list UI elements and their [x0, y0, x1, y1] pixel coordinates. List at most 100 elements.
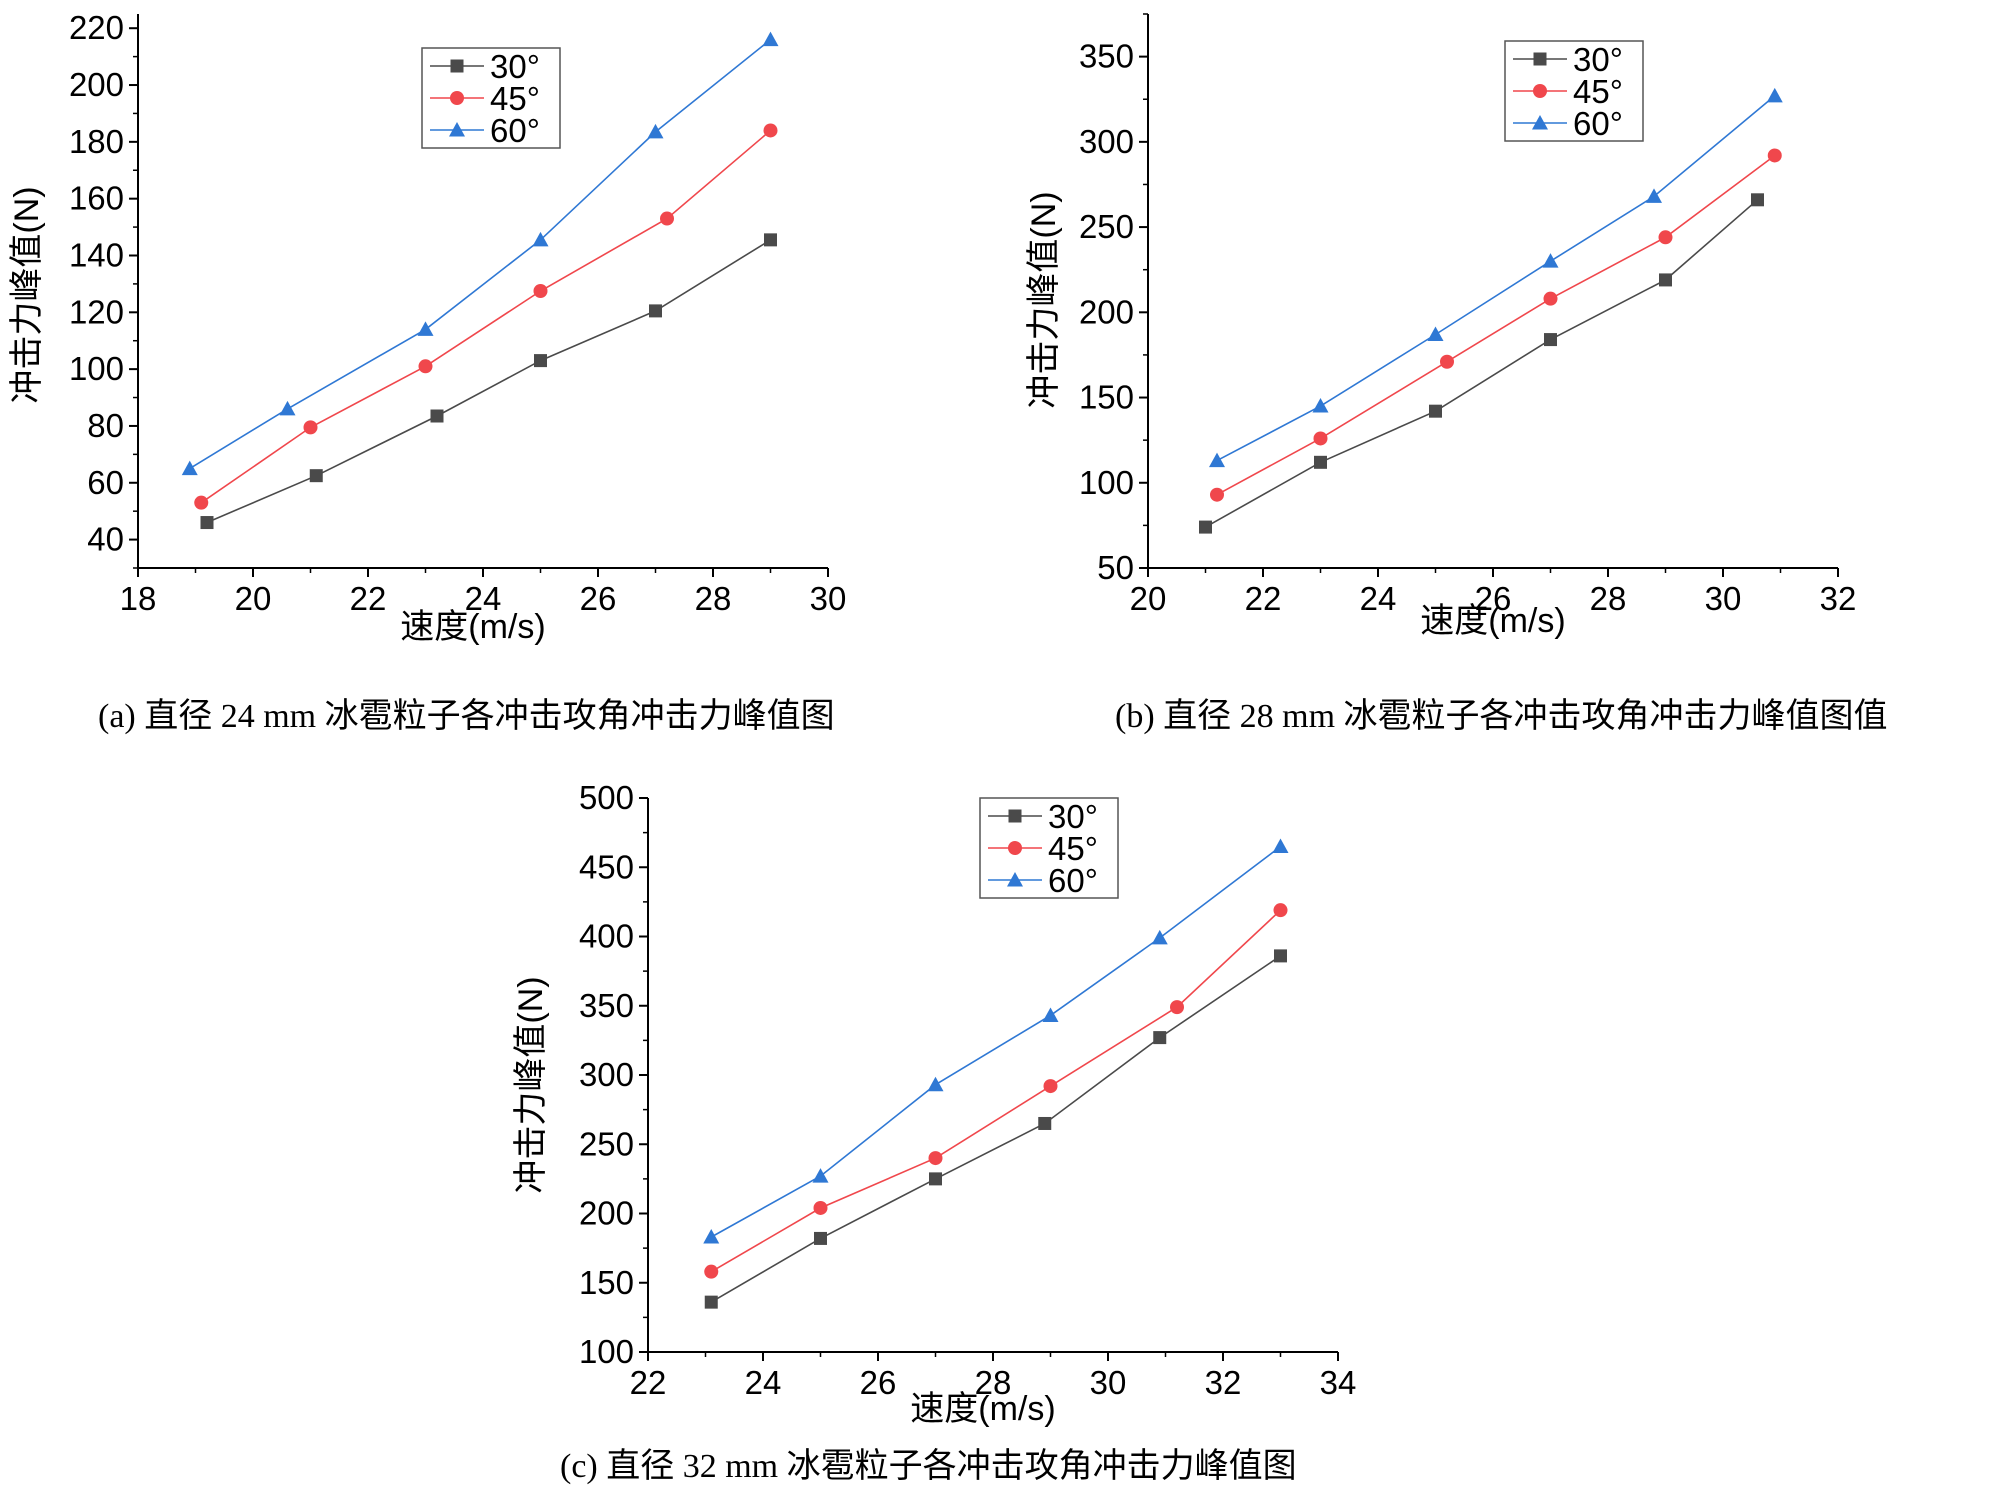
data-point — [1751, 193, 1764, 207]
y-tick-label: 50 — [1097, 549, 1134, 586]
legend-label: 30° — [1048, 798, 1098, 835]
x-tick-label: 30 — [1705, 580, 1742, 617]
x-tick-label: 22 — [630, 1364, 667, 1401]
data-point — [1313, 431, 1328, 446]
legend-marker — [450, 91, 464, 105]
y-tick-label: 160 — [69, 180, 124, 217]
legend-label: 45° — [1573, 73, 1623, 110]
y-tick-label: 250 — [1079, 208, 1134, 245]
y-axis-title: 冲击力峰值(N) — [512, 976, 550, 1193]
y-tick-label: 200 — [1079, 293, 1134, 330]
y-tick-label: 300 — [579, 1056, 634, 1093]
y-tick-label: 350 — [1079, 38, 1134, 75]
y-tick-label: 500 — [579, 779, 634, 816]
legend-label: 60° — [490, 112, 540, 149]
legend-label: 30° — [1573, 41, 1623, 78]
legend-marker — [1533, 52, 1547, 66]
data-point — [1272, 838, 1289, 853]
caption-a: (a) 直径 24 mm 冰雹粒子各冲击攻角冲击力峰值图 — [98, 697, 835, 735]
data-point — [814, 1231, 827, 1245]
series-line — [710, 845, 1281, 1238]
series-line — [1205, 199, 1759, 528]
legend-marker — [1532, 115, 1548, 130]
y-tick-label: 150 — [1079, 379, 1134, 416]
data-point — [1043, 1079, 1058, 1094]
x-axis-title: 速度(m/s) — [1420, 602, 1565, 640]
series-line — [1216, 154, 1776, 496]
y-tick-label: 100 — [69, 350, 124, 387]
data-point — [1274, 949, 1287, 963]
data-point — [1151, 929, 1168, 945]
legend-marker — [1008, 809, 1022, 823]
y-tick-label: 180 — [69, 123, 124, 160]
x-axis-title: 速度(m/s) — [400, 608, 545, 646]
x-tick-label: 26 — [1475, 580, 1512, 617]
data-point — [764, 233, 777, 247]
data-point — [929, 1172, 942, 1186]
y-tick-label: 100 — [1079, 464, 1134, 501]
data-point — [1199, 520, 1212, 534]
data-point — [1766, 87, 1783, 103]
x-tick-label: 30 — [1090, 1364, 1127, 1401]
x-tick-label: 18 — [120, 580, 157, 617]
legend-label: 60° — [1573, 105, 1623, 142]
x-tick-label: 28 — [695, 580, 732, 617]
data-point — [1170, 1000, 1184, 1015]
y-tick-label: 100 — [579, 1333, 634, 1370]
y-tick-label: 120 — [69, 293, 124, 330]
legend-label: 30° — [490, 48, 540, 85]
y-tick-label: 80 — [87, 407, 124, 444]
data-point — [200, 516, 214, 530]
data-point — [194, 495, 209, 510]
data-point — [1427, 326, 1444, 341]
data-point — [762, 31, 779, 47]
data-point — [430, 409, 444, 423]
chart-panel-b: 50 100 150 200 250 300 350 20 22 24 26 28 30 32 速度(m/s… — [1025, 13, 1857, 640]
legend-marker — [1008, 841, 1022, 855]
data-point — [1646, 188, 1662, 203]
series-line — [710, 909, 1282, 1273]
legend-label: 60° — [1048, 862, 1098, 899]
data-point — [1210, 487, 1224, 502]
y-tick-label: 40 — [87, 521, 124, 558]
x-tick-label: 22 — [350, 580, 387, 617]
caption-b: (b) 直径 28 mm 冰雹粒子各冲击攻角冲击力峰值图值 — [1115, 697, 1888, 735]
data-point — [303, 420, 318, 435]
y-tick-label: 300 — [1079, 123, 1134, 160]
data-point — [1273, 903, 1288, 918]
x-tick-label: 32 — [1820, 580, 1857, 617]
data-point — [279, 400, 296, 416]
x-axis-title: 速度(m/s) — [910, 1390, 1055, 1428]
data-point — [1543, 291, 1558, 306]
data-point — [1659, 273, 1672, 287]
x-tick-label: 24 — [1360, 580, 1397, 617]
x-tick-label: 20 — [1130, 580, 1167, 617]
data-point — [813, 1200, 828, 1215]
y-tick-label: 450 — [579, 848, 634, 885]
data-point — [660, 211, 674, 226]
data-point — [1153, 1031, 1167, 1045]
series-line — [710, 955, 1281, 1303]
data-point — [1767, 148, 1782, 163]
legend-label: 45° — [1048, 830, 1098, 867]
data-point — [417, 321, 434, 336]
series-line — [200, 129, 772, 504]
y-tick-label: 250 — [579, 1125, 634, 1162]
data-point — [703, 1229, 720, 1244]
data-point — [1042, 1007, 1059, 1022]
data-point — [927, 1076, 944, 1092]
data-point — [309, 469, 323, 483]
data-point — [763, 123, 778, 138]
data-point — [1429, 404, 1442, 418]
x-tick-label: 28 — [975, 1364, 1012, 1401]
series-line — [1216, 95, 1776, 462]
legend-label: 45° — [490, 80, 540, 117]
series-line — [189, 38, 772, 470]
x-tick-label: 22 — [1245, 580, 1282, 617]
data-point — [928, 1151, 943, 1166]
y-tick-label: 60 — [87, 464, 124, 501]
y-tick-label: 220 — [69, 9, 124, 46]
y-tick-label: 400 — [579, 918, 634, 955]
x-tick-label: 20 — [235, 580, 272, 617]
